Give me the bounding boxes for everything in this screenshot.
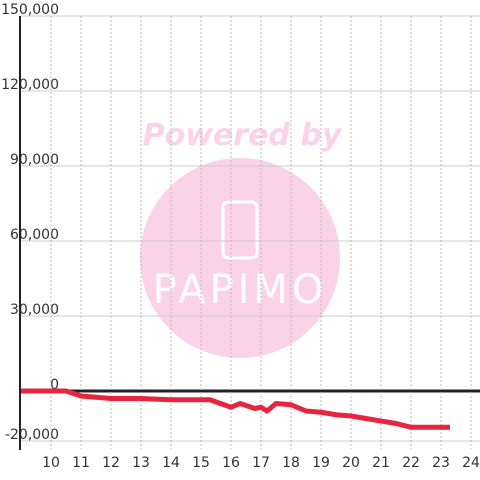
y-tick-label: 150,000 [1, 2, 59, 18]
data-line [21, 388, 450, 430]
y-tick-label: 30,000 [10, 302, 59, 318]
x-tick-label: 11 [72, 455, 90, 471]
x-tick-label: 15 [192, 455, 210, 471]
watermark-phone [221, 200, 259, 260]
y-tick-label: 60,000 [10, 227, 59, 243]
x-tick-label: 20 [342, 455, 360, 471]
x-tick-label: 22 [402, 455, 420, 471]
x-tick-label: 18 [282, 455, 300, 471]
y-tick-label: 0 [50, 377, 59, 393]
x-tick-label: 10 [42, 455, 60, 471]
watermark-logo: PAPIMO [153, 267, 328, 313]
x-tick-label: 12 [102, 455, 120, 471]
x-tick-label: 14 [162, 455, 180, 471]
y-tick-label: 90,000 [10, 152, 59, 168]
x-tick-label: 16 [222, 455, 240, 471]
x-tick-label: 17 [252, 455, 270, 471]
x-tick-label: 19 [312, 455, 330, 471]
x-tick-label: 13 [132, 455, 150, 471]
x-tick-label: 21 [372, 455, 390, 471]
y-tick-label: -20,000 [5, 427, 59, 443]
watermark-text: Powered by [143, 118, 343, 153]
x-tick-label: 24 [462, 455, 480, 471]
x-tick-label: 23 [432, 455, 450, 471]
y-tick-label: 120,000 [1, 77, 59, 93]
